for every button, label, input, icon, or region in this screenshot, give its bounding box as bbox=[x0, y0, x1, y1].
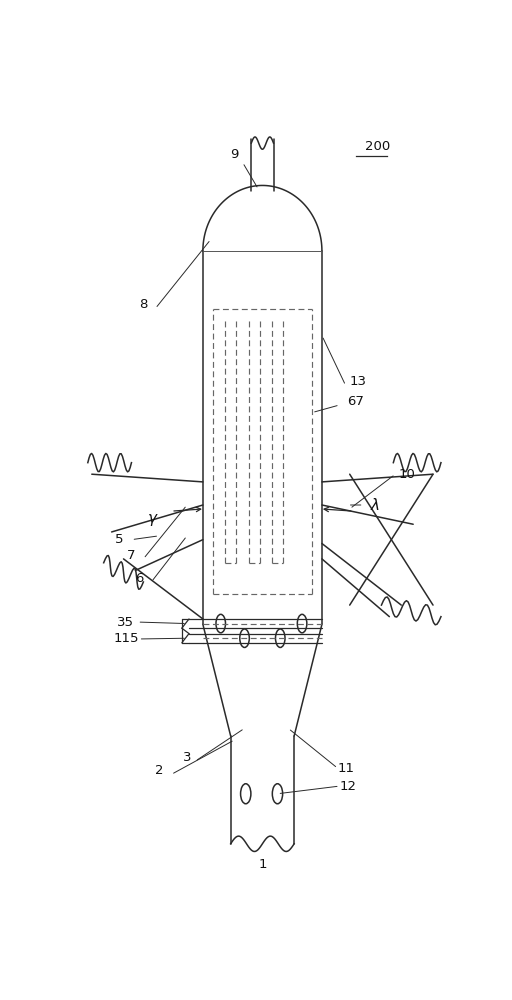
Text: $\lambda$: $\lambda$ bbox=[370, 497, 380, 513]
Text: 2: 2 bbox=[155, 764, 163, 777]
Text: 5: 5 bbox=[115, 533, 124, 546]
Text: $\gamma$: $\gamma$ bbox=[147, 512, 159, 528]
Text: 10: 10 bbox=[399, 468, 416, 481]
Text: 9: 9 bbox=[230, 148, 239, 161]
Text: 115: 115 bbox=[114, 632, 139, 645]
Text: 11: 11 bbox=[337, 762, 354, 775]
Text: 13: 13 bbox=[349, 375, 366, 388]
Text: 35: 35 bbox=[117, 616, 134, 629]
Text: 6: 6 bbox=[135, 572, 143, 585]
Text: 8: 8 bbox=[139, 298, 147, 311]
Text: 12: 12 bbox=[339, 780, 356, 793]
Text: 1: 1 bbox=[258, 858, 267, 871]
Text: 67: 67 bbox=[347, 395, 364, 408]
Text: 7: 7 bbox=[127, 549, 136, 562]
Text: 200: 200 bbox=[365, 140, 390, 153]
Text: 3: 3 bbox=[183, 751, 191, 764]
